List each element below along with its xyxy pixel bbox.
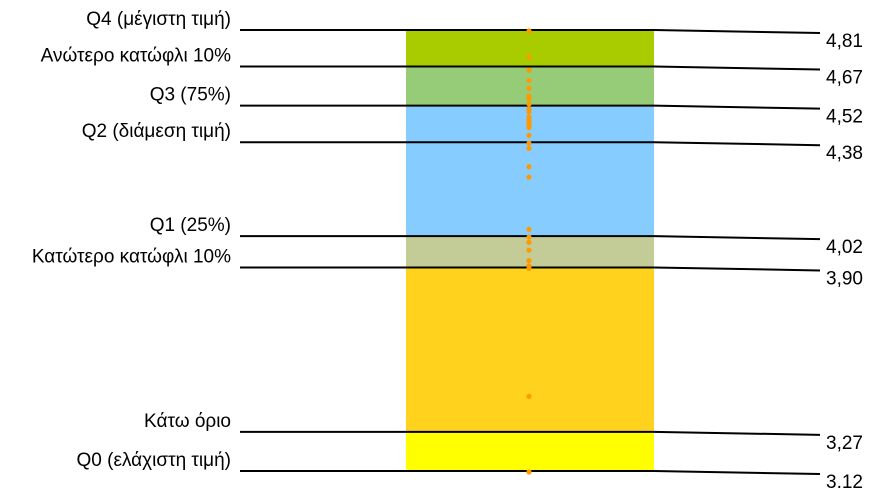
data-point-20 xyxy=(526,226,532,232)
data-point-26 xyxy=(526,265,532,272)
reference-line-right-1 xyxy=(653,65,821,71)
data-point-15 xyxy=(526,132,532,138)
reference-value-7: 3,12 xyxy=(826,472,863,488)
data-point-3 xyxy=(526,77,532,84)
reference-label-1: Ανώτερο κατώφλι 10% xyxy=(41,46,231,67)
data-point-24 xyxy=(526,258,532,264)
data-point-17 xyxy=(526,145,532,152)
data-point-7 xyxy=(526,101,532,107)
data-point-9 xyxy=(526,109,532,115)
reference-label-6: Κάτω όριο xyxy=(144,411,231,432)
data-point-6 xyxy=(526,96,532,102)
data-point-28 xyxy=(526,469,532,475)
data-point-19 xyxy=(526,174,532,180)
data-point-1 xyxy=(526,54,532,60)
data-point-21 xyxy=(526,234,532,240)
band-4 xyxy=(406,268,654,433)
data-point-14 xyxy=(526,124,532,131)
band-5 xyxy=(406,432,654,472)
reference-value-6: 3,27 xyxy=(826,433,863,454)
reference-value-4: 4,02 xyxy=(826,237,863,258)
reference-label-5: Κατώτερο κατώφλι 10% xyxy=(32,246,231,267)
reference-value-2: 4,52 xyxy=(826,107,863,128)
data-point-22 xyxy=(526,239,532,245)
reference-line-right-4 xyxy=(653,235,821,241)
data-point-0 xyxy=(526,28,532,34)
data-point-4 xyxy=(526,85,532,92)
reference-value-5: 3,90 xyxy=(826,268,863,289)
reference-label-7: Q0 (ελάχιστη τιμή) xyxy=(77,450,231,471)
data-point-2 xyxy=(526,67,532,73)
reference-value-3: 4,38 xyxy=(826,143,863,164)
reference-line-right-2 xyxy=(653,104,821,110)
data-point-16 xyxy=(526,140,532,146)
data-point-23 xyxy=(526,247,532,253)
band-0 xyxy=(406,31,654,68)
reference-label-3: Q2 (διάμεση τιμή) xyxy=(82,121,231,142)
reference-line-right-6 xyxy=(653,430,821,436)
reference-line-right-0 xyxy=(653,29,821,34)
data-point-18 xyxy=(526,164,532,170)
data-point-27 xyxy=(526,393,532,399)
reference-value-1: 4,67 xyxy=(826,68,863,89)
reference-line-right-3 xyxy=(653,141,821,147)
reference-label-2: Q3 (75%) xyxy=(150,85,231,106)
reference-label-0: Q4 (μέγιστη τιμή) xyxy=(86,9,231,30)
reference-label-4: Q1 (25%) xyxy=(150,215,231,236)
reference-value-0: 4,81 xyxy=(826,31,863,52)
reference-line-right-5 xyxy=(653,266,821,272)
reference-line-right-7 xyxy=(653,470,821,475)
